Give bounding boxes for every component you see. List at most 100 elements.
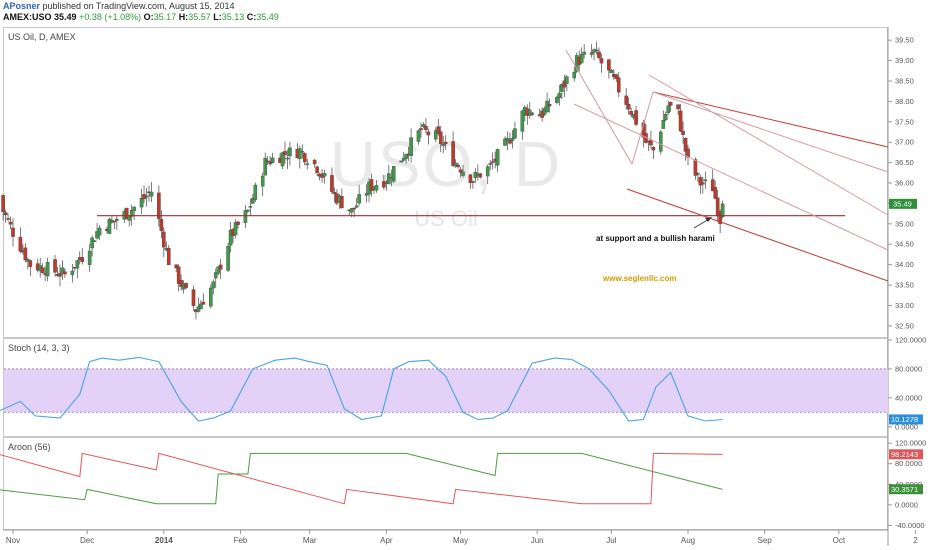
- candle-body: [441, 144, 446, 146]
- candle: [626, 97, 631, 115]
- channel-line-1[interactable]: [652, 91, 889, 148]
- candle-body: [678, 110, 683, 132]
- candle-body: [129, 209, 134, 217]
- candle-body: [421, 124, 426, 127]
- candle-body: [453, 162, 458, 167]
- candle: [461, 164, 465, 178]
- candle-body: [354, 205, 359, 208]
- pitchfork-leg-2[interactable]: [631, 91, 654, 165]
- candle-body: [565, 76, 569, 84]
- candle-body: [107, 218, 112, 234]
- candle-body: [527, 109, 532, 116]
- candle: [710, 169, 715, 192]
- candle: [434, 127, 438, 143]
- candle: [288, 141, 292, 166]
- candle-body: [634, 110, 638, 125]
- time-axis[interactable]: Nov Dec 2014 Feb Mar Apr May Jun Jul Aug Sep Oct 2: [6, 530, 918, 545]
- candle: [213, 268, 218, 288]
- candle: [382, 175, 386, 190]
- candle-body: [443, 142, 448, 145]
- channel-line-2[interactable]: [648, 74, 889, 216]
- candle: [332, 187, 337, 203]
- symbol-label[interactable]: AMEX:USO: [3, 12, 52, 22]
- candle: [53, 254, 57, 277]
- candle: [40, 263, 45, 274]
- channel-line-5[interactable]: [652, 91, 889, 173]
- candle: [312, 159, 317, 168]
- candle: [582, 43, 586, 59]
- candle-body: [426, 131, 431, 136]
- candle: [330, 167, 334, 195]
- candle: [236, 220, 240, 229]
- candle: [139, 188, 144, 215]
- candle: [354, 197, 359, 209]
- candle: [419, 122, 423, 138]
- open-label: O:: [143, 12, 154, 22]
- candle-body: [243, 210, 248, 223]
- author-link[interactable]: APosner: [3, 1, 41, 11]
- candle-body: [305, 163, 310, 165]
- candle: [555, 95, 559, 105]
- annotation-text[interactable]: at support and a bullish harami: [596, 234, 715, 243]
- time-tick-label: Nov: [6, 536, 20, 545]
- pitchfork-leg-1[interactable]: [565, 49, 633, 165]
- candle: [490, 152, 495, 170]
- candle-body: [298, 148, 302, 160]
- close-label: C:: [246, 12, 257, 22]
- publish-header: APosner published on TradingView.com, Au…: [3, 1, 235, 11]
- candle-body: [495, 149, 500, 166]
- url-label[interactable]: www.seglenllc.com: [602, 274, 677, 283]
- candle-body: [270, 157, 275, 163]
- last-price-tag-text: 35.49: [893, 200, 912, 209]
- candle-body: [70, 270, 75, 276]
- candle-body: [666, 105, 671, 114]
- channel-line-3[interactable]: [573, 103, 889, 251]
- candle: [478, 173, 483, 179]
- candle-body: [248, 206, 253, 208]
- stoch-axis[interactable]: 120.0000 80.0000 40.0000 0.0000: [888, 336, 926, 432]
- candle: [265, 156, 270, 166]
- candle-body: [288, 147, 292, 157]
- watermark-name: US Oil: [414, 206, 478, 231]
- aroon-down-tag-text: 98.2143: [891, 450, 918, 459]
- candle-body: [174, 264, 178, 269]
- candle-body: [312, 159, 317, 165]
- aroon-tick-label: 120.0000: [895, 439, 926, 448]
- candle: [409, 128, 413, 163]
- pitchfork-drawing[interactable]: [565, 49, 889, 282]
- candle: [374, 180, 379, 193]
- candle-body: [490, 161, 495, 163]
- candle: [488, 159, 492, 171]
- candle-body: [199, 303, 203, 310]
- price-tick-label: 36.50: [895, 158, 914, 167]
- candle: [340, 188, 344, 209]
- candle: [510, 130, 515, 149]
- candle-body: [201, 301, 206, 305]
- candle-body: [589, 52, 594, 55]
- price-tick-label: 34.50: [895, 240, 914, 249]
- candle-body: [253, 184, 258, 200]
- candle-body: [285, 157, 290, 160]
- candle: [357, 184, 361, 206]
- main-price-axis[interactable]: 39.50 39.00 38.50 38.00 37.50 37.00 36.50 36.00…: [888, 36, 914, 331]
- candle-body: [478, 173, 483, 178]
- candle: [3, 209, 8, 223]
- candle-body: [1, 195, 5, 213]
- candle: [703, 171, 708, 189]
- candle: [663, 111, 668, 122]
- channel-line-4[interactable]: [626, 188, 889, 282]
- price-tick-label: 37.00: [895, 138, 914, 147]
- candle-body: [268, 161, 272, 165]
- candle: [253, 182, 258, 203]
- candle-body: [461, 171, 465, 176]
- candle-body: [280, 152, 285, 167]
- candle: [547, 98, 552, 113]
- stoch-line: [0, 356, 723, 422]
- price-tick-label: 38.00: [895, 97, 914, 106]
- candle-body: [557, 92, 562, 99]
- candle-body: [399, 160, 403, 163]
- candle-body: [246, 209, 250, 212]
- candle: [248, 198, 253, 216]
- candle-body: [703, 179, 708, 182]
